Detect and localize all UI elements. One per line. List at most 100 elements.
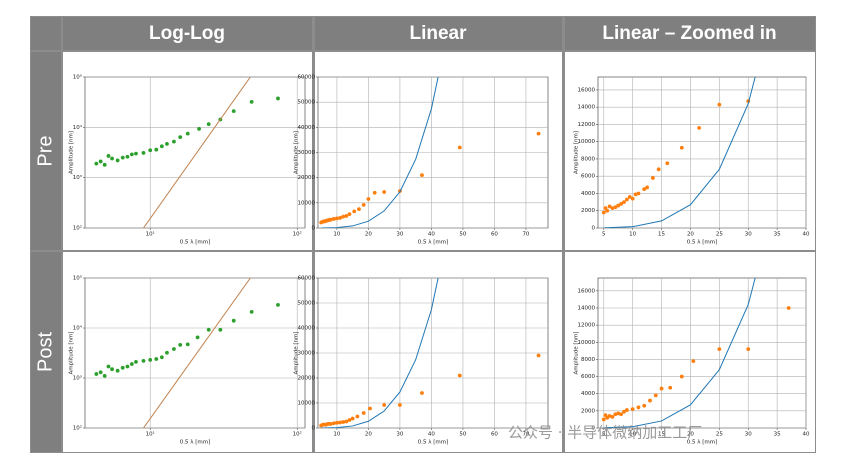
chart: 10 20 30 40 50 60 70 0 10000 20000 30000 40000 50000… [294, 276, 549, 446]
x-tick-label: 30 [396, 232, 403, 238]
x-tick-label: 35 [774, 432, 781, 438]
y-axis-label: Amplitude [nm] [574, 331, 580, 374]
data-point [110, 156, 114, 161]
data-point [328, 422, 333, 426]
data-point [659, 386, 664, 391]
data-point [185, 131, 190, 136]
data-point [624, 408, 629, 412]
data-point [786, 306, 791, 310]
data-point [605, 208, 610, 213]
data-point [601, 210, 606, 215]
x-tick-label: 10² [293, 231, 302, 238]
y-axis-label: Amplitude [nm] [294, 131, 300, 174]
data-point [231, 109, 236, 114]
x-tick-label: 10 [333, 432, 340, 438]
data-point [420, 391, 424, 395]
y-tick-label: 10⁴ [73, 124, 83, 131]
y-tick-label: 10000 [578, 139, 596, 145]
data-point [344, 419, 349, 424]
data-point [382, 403, 387, 407]
x-tick-label: 35 [774, 232, 781, 238]
data-point [610, 206, 615, 211]
chart: 5 10 15 20 25 30 35 40 0 2000 4000 6000 8000 10000 120… [574, 277, 810, 446]
data-point [398, 403, 402, 407]
y-tick-label: 10³ [73, 375, 82, 382]
model-line [321, 77, 439, 228]
data-point [624, 197, 629, 202]
data-point [679, 145, 684, 150]
y-tick-label: 14000 [578, 306, 596, 312]
plot-area [84, 277, 306, 429]
y-tick-label: 10⁴ [73, 325, 83, 332]
x-tick-label: 25 [716, 432, 723, 438]
plot-area [597, 277, 807, 429]
data-point [331, 217, 336, 221]
x-tick-label: 20 [687, 232, 694, 238]
data-point [159, 144, 164, 149]
x-tick-label: 60 [491, 232, 498, 238]
data-point [613, 205, 618, 210]
y-tick-label: 6000 [581, 174, 595, 180]
x-tick-label: 10¹ [146, 431, 155, 438]
data-point [206, 122, 211, 126]
y-tick-label: 12000 [578, 122, 596, 128]
data-point [178, 135, 183, 139]
data-point [636, 405, 641, 410]
data-point [613, 412, 618, 417]
data-point [355, 414, 360, 419]
x-tick-label: 40 [428, 432, 435, 438]
data-point [648, 398, 652, 403]
y-tick-label: 10² [73, 225, 82, 232]
x-tick-label: 30 [396, 432, 403, 438]
data-point [457, 373, 462, 378]
y-tick-label: 60000 [298, 75, 316, 81]
data-point [350, 416, 355, 421]
data-point [115, 158, 120, 163]
data-point [335, 420, 339, 425]
model-line [143, 77, 251, 228]
row-header: Post [34, 332, 56, 372]
y-tick-label: 8000 [581, 357, 595, 363]
data-point [129, 362, 134, 366]
y-tick-label: 60000 [298, 276, 316, 282]
y-axis-label: Amplitude [nm] [69, 131, 75, 174]
y-tick-label: 10000 [298, 200, 316, 206]
data-point [94, 372, 99, 376]
row-header-cell [31, 252, 61, 452]
data-point [347, 418, 352, 422]
data-point [630, 196, 635, 201]
data-point [185, 342, 190, 347]
data-point [102, 162, 107, 167]
data-point [642, 403, 647, 408]
data-point [746, 347, 751, 352]
data-point [134, 359, 138, 364]
data-point [607, 204, 612, 209]
y-tick-label: 10000 [578, 340, 596, 346]
model-line [321, 278, 439, 428]
x-axis-label: 0.5 λ [mm] [687, 240, 718, 246]
data-point [154, 357, 159, 361]
x-tick-label: 40 [803, 232, 810, 238]
data-point [610, 414, 615, 419]
watermark: 公众号 · 半导体微纳加工工厂 [508, 424, 702, 442]
data-point [616, 411, 621, 416]
data-point [717, 347, 722, 352]
y-tick-label: 8000 [581, 156, 595, 162]
x-tick-label: 60 [491, 432, 498, 438]
data-point [276, 96, 280, 101]
corner-cell [31, 17, 61, 50]
data-point [338, 216, 342, 220]
column-header: Log-Log [149, 23, 225, 44]
data-point [195, 335, 200, 340]
column-header: Linear – Zoomed in [602, 23, 776, 44]
data-point [697, 126, 702, 130]
plot-area [84, 76, 306, 229]
data-point [165, 350, 169, 355]
y-tick-label: 20000 [298, 175, 316, 181]
x-tick-label: 15 [658, 432, 665, 438]
data-point [249, 309, 254, 314]
x-tick-label: 70 [522, 232, 529, 238]
y-tick-label: 40000 [298, 326, 316, 332]
header-cell [63, 17, 312, 50]
x-axis-label: 0.5 λ [mm] [418, 440, 449, 446]
